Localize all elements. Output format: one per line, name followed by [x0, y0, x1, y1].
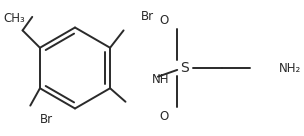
Text: CH₃: CH₃ [3, 12, 25, 25]
Text: NH: NH [152, 73, 170, 86]
Text: Br: Br [140, 10, 154, 23]
Text: S: S [181, 61, 189, 75]
Text: O: O [159, 14, 168, 27]
Text: O: O [159, 110, 168, 123]
Text: NH₂: NH₂ [278, 61, 301, 75]
Text: Br: Br [40, 113, 53, 126]
